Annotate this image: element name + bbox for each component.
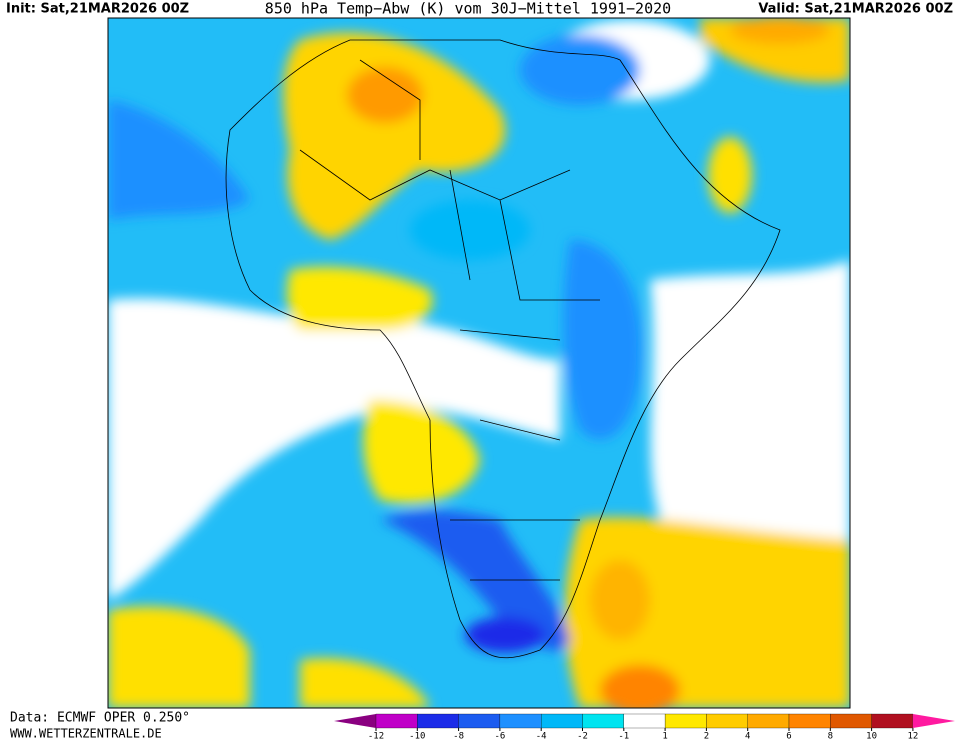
map-title: 850 hPa Temp−Abw (K) vom 30J−Mittel 1991… (265, 0, 671, 18)
scale-box (747, 713, 790, 729)
scale-box (871, 713, 914, 729)
scale-label: 2 (704, 732, 709, 741)
scale-box (830, 713, 872, 729)
valid-label: Valid: Sat,21MAR2026 00Z (758, 2, 953, 17)
scale-label: -10 (409, 732, 425, 741)
scale-label: 1 (662, 732, 667, 741)
scale-label: 4 (745, 732, 750, 741)
scale-box (499, 713, 542, 729)
scale-box (375, 713, 418, 729)
scale-label: 10 (866, 732, 877, 741)
scale-box (706, 713, 748, 729)
scale-box (417, 713, 459, 729)
scale-label: -6 (494, 732, 505, 741)
website: WWW.WETTERZENTRALE.DE (10, 727, 162, 741)
scale-label: 12 (907, 732, 918, 741)
scale-label: -12 (368, 732, 384, 741)
scale-label: -8 (453, 732, 464, 741)
scale-arrow-high (912, 714, 955, 728)
data-source: Data: ECMWF OPER 0.250° (10, 711, 190, 726)
scale-box (582, 713, 624, 729)
scale-box (664, 713, 707, 729)
scale-label: -4 (536, 732, 547, 741)
scale-label: 6 (786, 732, 791, 741)
map (108, 18, 850, 708)
init-label: Init: Sat,21MAR2026 00Z (6, 2, 189, 17)
scale-arrow-low (334, 714, 376, 728)
scale-label: 8 (828, 732, 833, 741)
map-frame (107, 17, 851, 709)
scale-label: -2 (577, 732, 588, 741)
scale-label: -1 (618, 732, 629, 741)
scale-box (788, 713, 831, 729)
scale-box (541, 713, 583, 729)
scale-box (458, 713, 501, 729)
color-scale: -12 -10 -8 -6 -4 -2 -1 1 2 4 6 8 10 12 (334, 713, 955, 741)
scale-box (623, 713, 666, 729)
